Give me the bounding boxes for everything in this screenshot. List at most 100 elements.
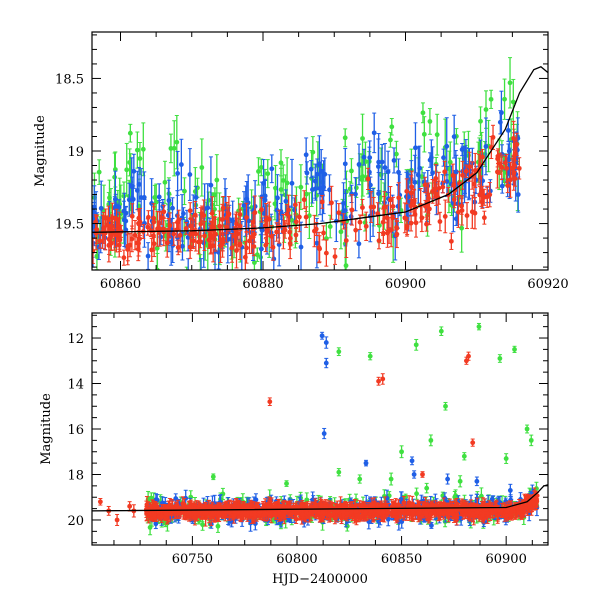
data-point bbox=[313, 186, 318, 191]
data-point bbox=[508, 80, 513, 85]
data-point bbox=[171, 232, 176, 237]
data-point bbox=[388, 138, 393, 143]
data-point bbox=[293, 202, 298, 207]
data-point bbox=[152, 241, 157, 246]
data-point bbox=[263, 243, 268, 248]
data-point bbox=[381, 231, 386, 236]
data-point bbox=[343, 135, 348, 140]
data-point bbox=[292, 208, 297, 213]
data-point bbox=[506, 128, 511, 133]
data-point bbox=[166, 228, 171, 233]
data-point bbox=[214, 178, 219, 183]
data-point bbox=[294, 233, 299, 238]
data-point bbox=[376, 191, 381, 196]
data-point bbox=[321, 230, 326, 235]
data-point bbox=[305, 171, 310, 176]
data-point bbox=[230, 272, 235, 277]
data-point bbox=[368, 183, 373, 188]
data-point bbox=[281, 229, 286, 234]
data-point bbox=[424, 222, 429, 227]
data-point bbox=[110, 215, 115, 220]
data-point bbox=[482, 195, 487, 200]
data-point bbox=[357, 241, 362, 246]
data-point bbox=[504, 166, 509, 171]
data-point bbox=[459, 204, 464, 209]
data-point bbox=[429, 523, 434, 528]
data-point bbox=[459, 226, 464, 231]
data-point bbox=[442, 169, 447, 174]
data-point bbox=[252, 232, 257, 237]
data-point bbox=[184, 226, 189, 231]
data-point bbox=[320, 199, 325, 204]
data-point bbox=[113, 204, 118, 209]
data-point bbox=[495, 170, 500, 175]
data-point bbox=[244, 245, 249, 250]
data-point bbox=[232, 234, 237, 239]
data-point bbox=[259, 247, 264, 252]
data-point bbox=[112, 175, 117, 180]
data-point bbox=[160, 204, 165, 209]
data-point bbox=[353, 228, 358, 233]
data-point bbox=[194, 195, 199, 200]
data-point bbox=[198, 239, 203, 244]
data-point bbox=[502, 97, 507, 102]
data-point bbox=[436, 186, 441, 191]
data-point bbox=[396, 195, 401, 200]
data-point bbox=[255, 252, 260, 257]
data-point bbox=[109, 234, 114, 239]
data-point bbox=[176, 217, 181, 222]
data-point bbox=[382, 205, 387, 210]
data-point bbox=[135, 188, 140, 193]
data-point bbox=[252, 210, 257, 215]
data-point bbox=[178, 233, 183, 238]
data-point bbox=[452, 197, 457, 202]
data-point bbox=[318, 186, 323, 191]
data-point bbox=[517, 166, 522, 171]
x-tick-label: 60880 bbox=[242, 277, 283, 292]
data-point bbox=[129, 184, 134, 189]
data-point bbox=[302, 197, 307, 202]
data-point bbox=[426, 196, 431, 201]
y-tick-label: 18.5 bbox=[55, 72, 84, 87]
data-point bbox=[287, 230, 292, 235]
data-point bbox=[350, 208, 355, 213]
data-point bbox=[432, 187, 437, 192]
data-point bbox=[157, 195, 162, 200]
data-point bbox=[283, 199, 288, 204]
data-point bbox=[122, 209, 127, 214]
data-point bbox=[188, 224, 193, 229]
data-point bbox=[449, 239, 454, 244]
data-point bbox=[202, 234, 207, 239]
data-point bbox=[199, 165, 204, 170]
data-point bbox=[135, 148, 140, 153]
x-tick-label: 60900 bbox=[385, 277, 426, 292]
data-point bbox=[364, 224, 369, 229]
data-point bbox=[385, 215, 390, 220]
data-point bbox=[489, 97, 494, 102]
data-point bbox=[362, 155, 367, 160]
data-point bbox=[317, 245, 322, 250]
data-point bbox=[484, 144, 489, 149]
data-point bbox=[452, 134, 457, 139]
data-point bbox=[353, 192, 358, 197]
data-point bbox=[161, 230, 166, 235]
data-point bbox=[360, 205, 365, 210]
data-point bbox=[435, 132, 440, 137]
data-point bbox=[333, 254, 338, 259]
data-point bbox=[304, 215, 309, 220]
data-point bbox=[421, 110, 426, 115]
data-point bbox=[261, 181, 266, 186]
data-point bbox=[161, 209, 166, 214]
data-point bbox=[198, 277, 203, 282]
data-point bbox=[217, 224, 222, 229]
data-point bbox=[487, 192, 492, 197]
data-point bbox=[464, 169, 469, 174]
data-point bbox=[513, 176, 518, 181]
data-point bbox=[443, 214, 448, 219]
data-point bbox=[175, 171, 180, 176]
data-point bbox=[369, 205, 374, 210]
data-point bbox=[269, 166, 274, 171]
data-point bbox=[322, 172, 327, 177]
